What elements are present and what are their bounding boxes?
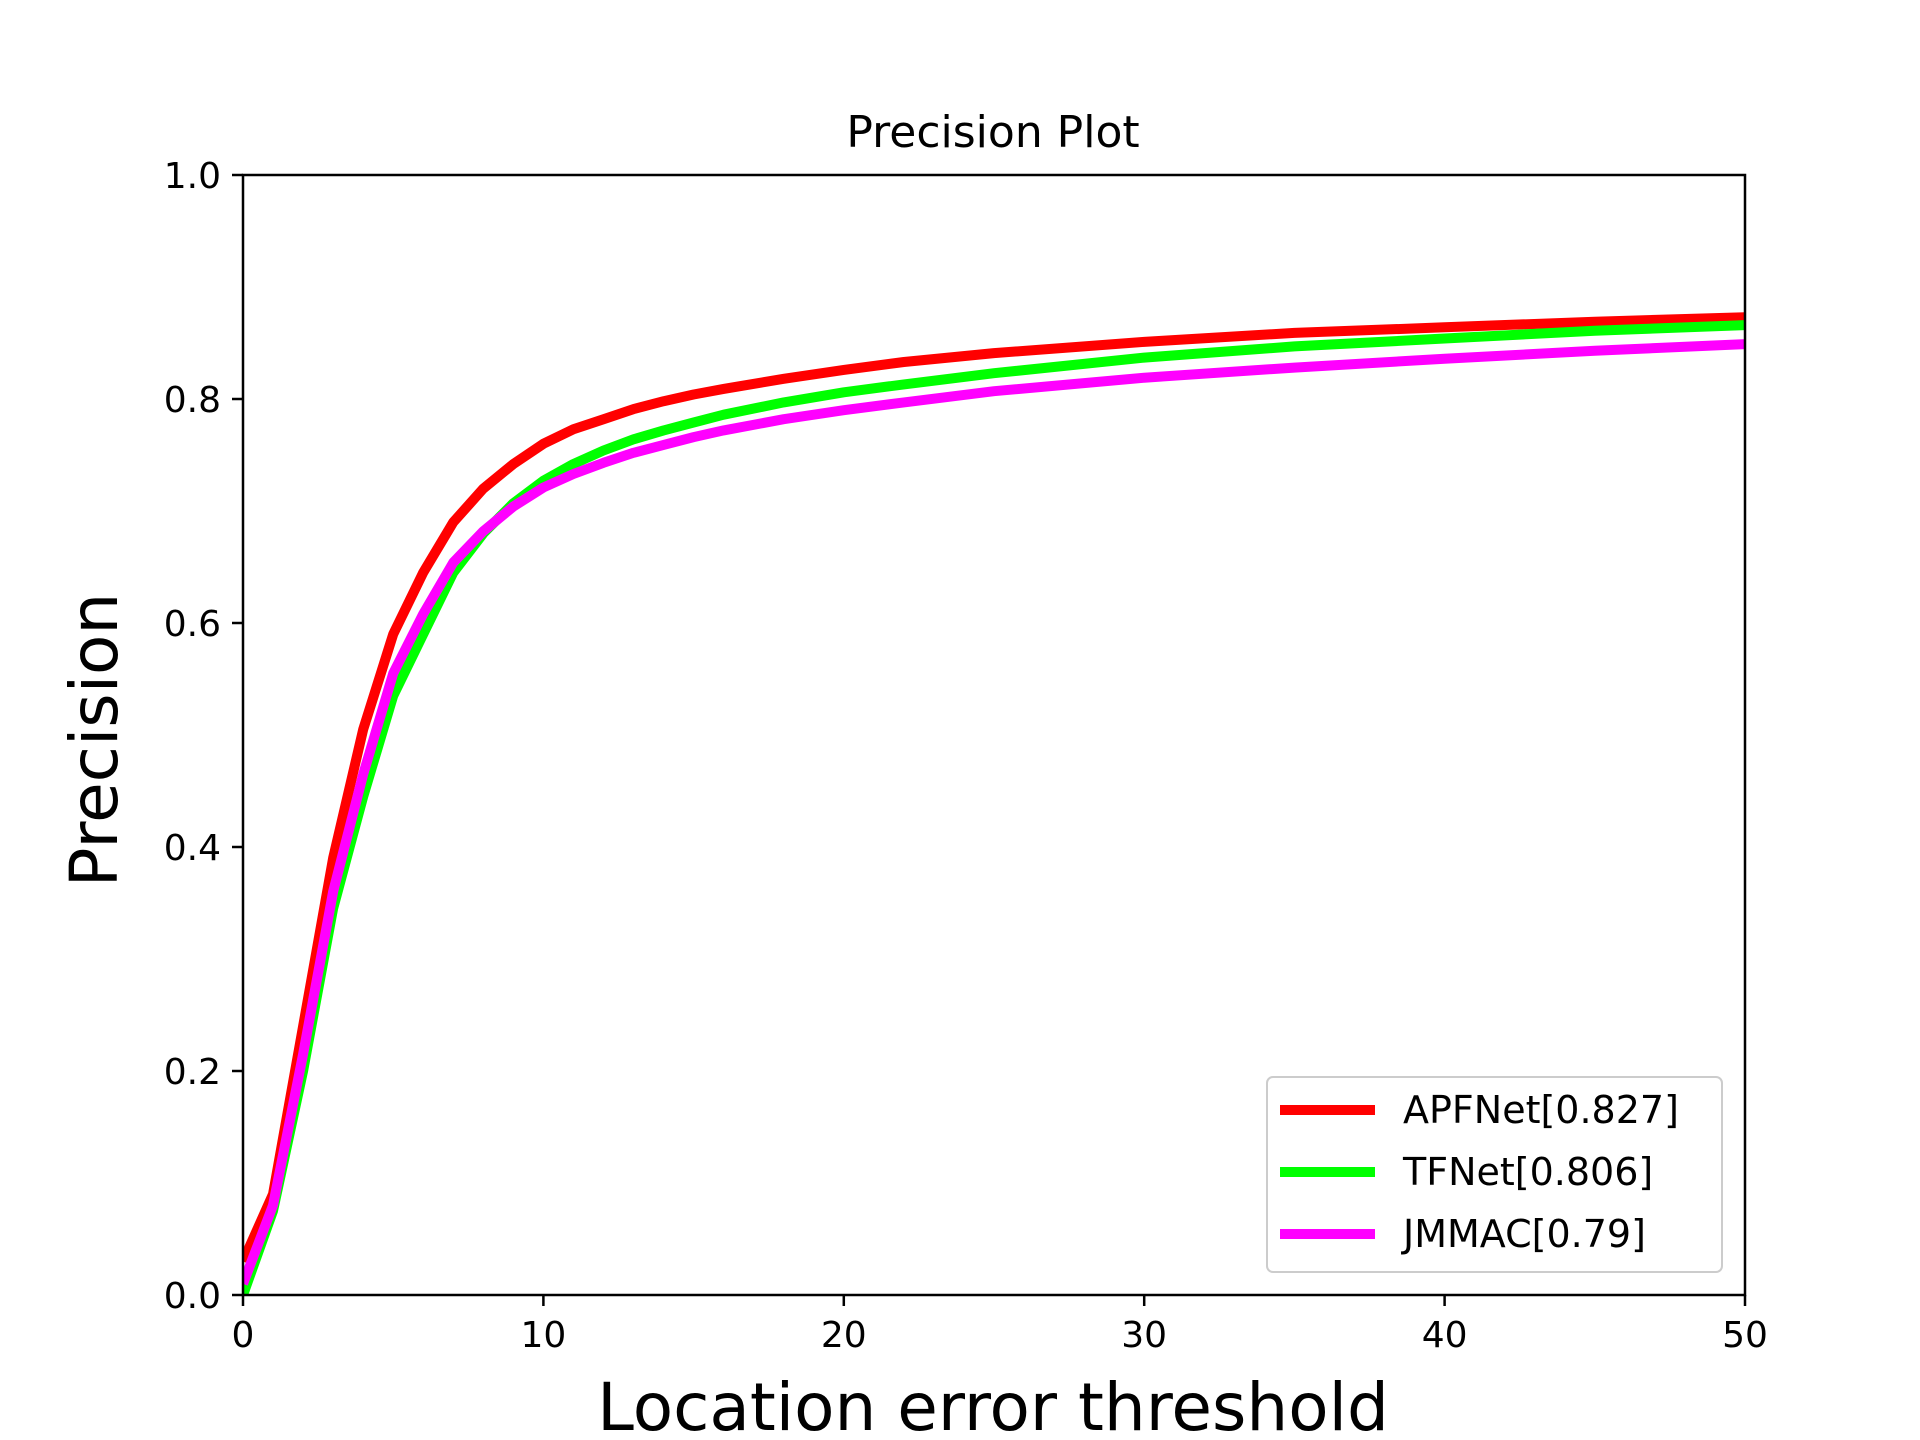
series-line-1 <box>243 312 1745 1264</box>
series-line-2 <box>243 320 1745 1295</box>
y-tick-label: 0.6 <box>164 604 221 645</box>
x-tick-label: 20 <box>821 1315 867 1356</box>
y-tick-label: 0.4 <box>164 828 221 869</box>
x-tick-label: 50 <box>1722 1315 1768 1356</box>
x-tick-label: 30 <box>1121 1315 1167 1356</box>
y-axis-label: Precision <box>56 593 133 888</box>
x-tick-label: 40 <box>1422 1315 1468 1356</box>
plot-frame <box>241 173 1747 1297</box>
y-tick-label: 0.0 <box>164 1276 221 1317</box>
series-line-3 <box>243 339 1745 1286</box>
y-tick-label: 0.8 <box>164 380 221 421</box>
y-tick-label: 1.0 <box>164 156 221 197</box>
legend-label-2: TFNet[0.806] <box>1402 1150 1653 1194</box>
x-tick-label: 0 <box>232 1315 255 1356</box>
plot-lines <box>243 312 1745 1295</box>
y-tick-label: 0.2 <box>164 1052 221 1093</box>
y-axis-ticks: 0.0 0.2 0.4 0.6 0.8 1.0 <box>164 156 243 1317</box>
legend-label-3: JMMAC[0.79] <box>1401 1212 1646 1256</box>
x-tick-label: 10 <box>520 1315 566 1356</box>
legend-label-1: APFNet[0.827] <box>1403 1088 1679 1132</box>
legend-box <box>1266 1076 1723 1273</box>
legend: APFNet[0.827] TFNet[0.806] JMMAC[0.79] <box>1266 1076 1723 1273</box>
x-axis-ticks: 0 10 20 30 40 50 <box>232 1295 1768 1356</box>
chart-title: Precision Plot <box>846 107 1139 158</box>
x-axis-label: Location error threshold <box>597 1369 1389 1440</box>
